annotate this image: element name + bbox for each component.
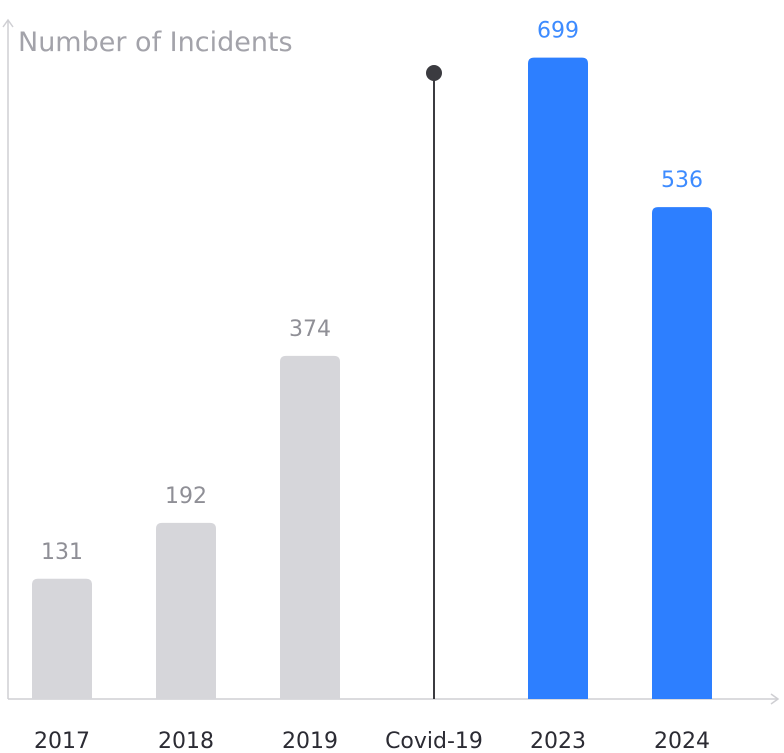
y-axis-arrow bbox=[2, 18, 14, 28]
tick-label-covid-19: Covid-19 bbox=[385, 729, 483, 753]
bar-2017 bbox=[32, 578, 92, 699]
tick-label-2023: 2023 bbox=[530, 729, 586, 753]
covid-marker-dot bbox=[426, 65, 442, 81]
y-axis-label: Number of Incidents bbox=[18, 27, 293, 58]
value-label-2017: 131 bbox=[41, 540, 83, 565]
tick-label-2019: 2019 bbox=[282, 729, 338, 753]
bar-2024 bbox=[652, 207, 712, 699]
bar-2023 bbox=[528, 57, 588, 700]
x-axis-arrow bbox=[770, 693, 780, 705]
value-label-2023: 699 bbox=[537, 19, 579, 44]
tick-label-2018: 2018 bbox=[158, 729, 214, 753]
marker-group bbox=[426, 65, 442, 699]
tick-labels-group: 2017 2018 2019 Covid-19 2023 2024 bbox=[34, 729, 710, 753]
bar-2019 bbox=[280, 355, 340, 699]
tick-label-2024: 2024 bbox=[654, 729, 710, 753]
tick-label-2017: 2017 bbox=[34, 729, 90, 753]
value-label-2024: 536 bbox=[661, 168, 703, 193]
bar-2018 bbox=[156, 522, 216, 699]
bars-group bbox=[32, 57, 712, 700]
value-label-2018: 192 bbox=[165, 484, 207, 509]
value-labels-group: 131 192 374 699 536 bbox=[41, 19, 703, 565]
value-label-2019: 374 bbox=[289, 317, 331, 342]
